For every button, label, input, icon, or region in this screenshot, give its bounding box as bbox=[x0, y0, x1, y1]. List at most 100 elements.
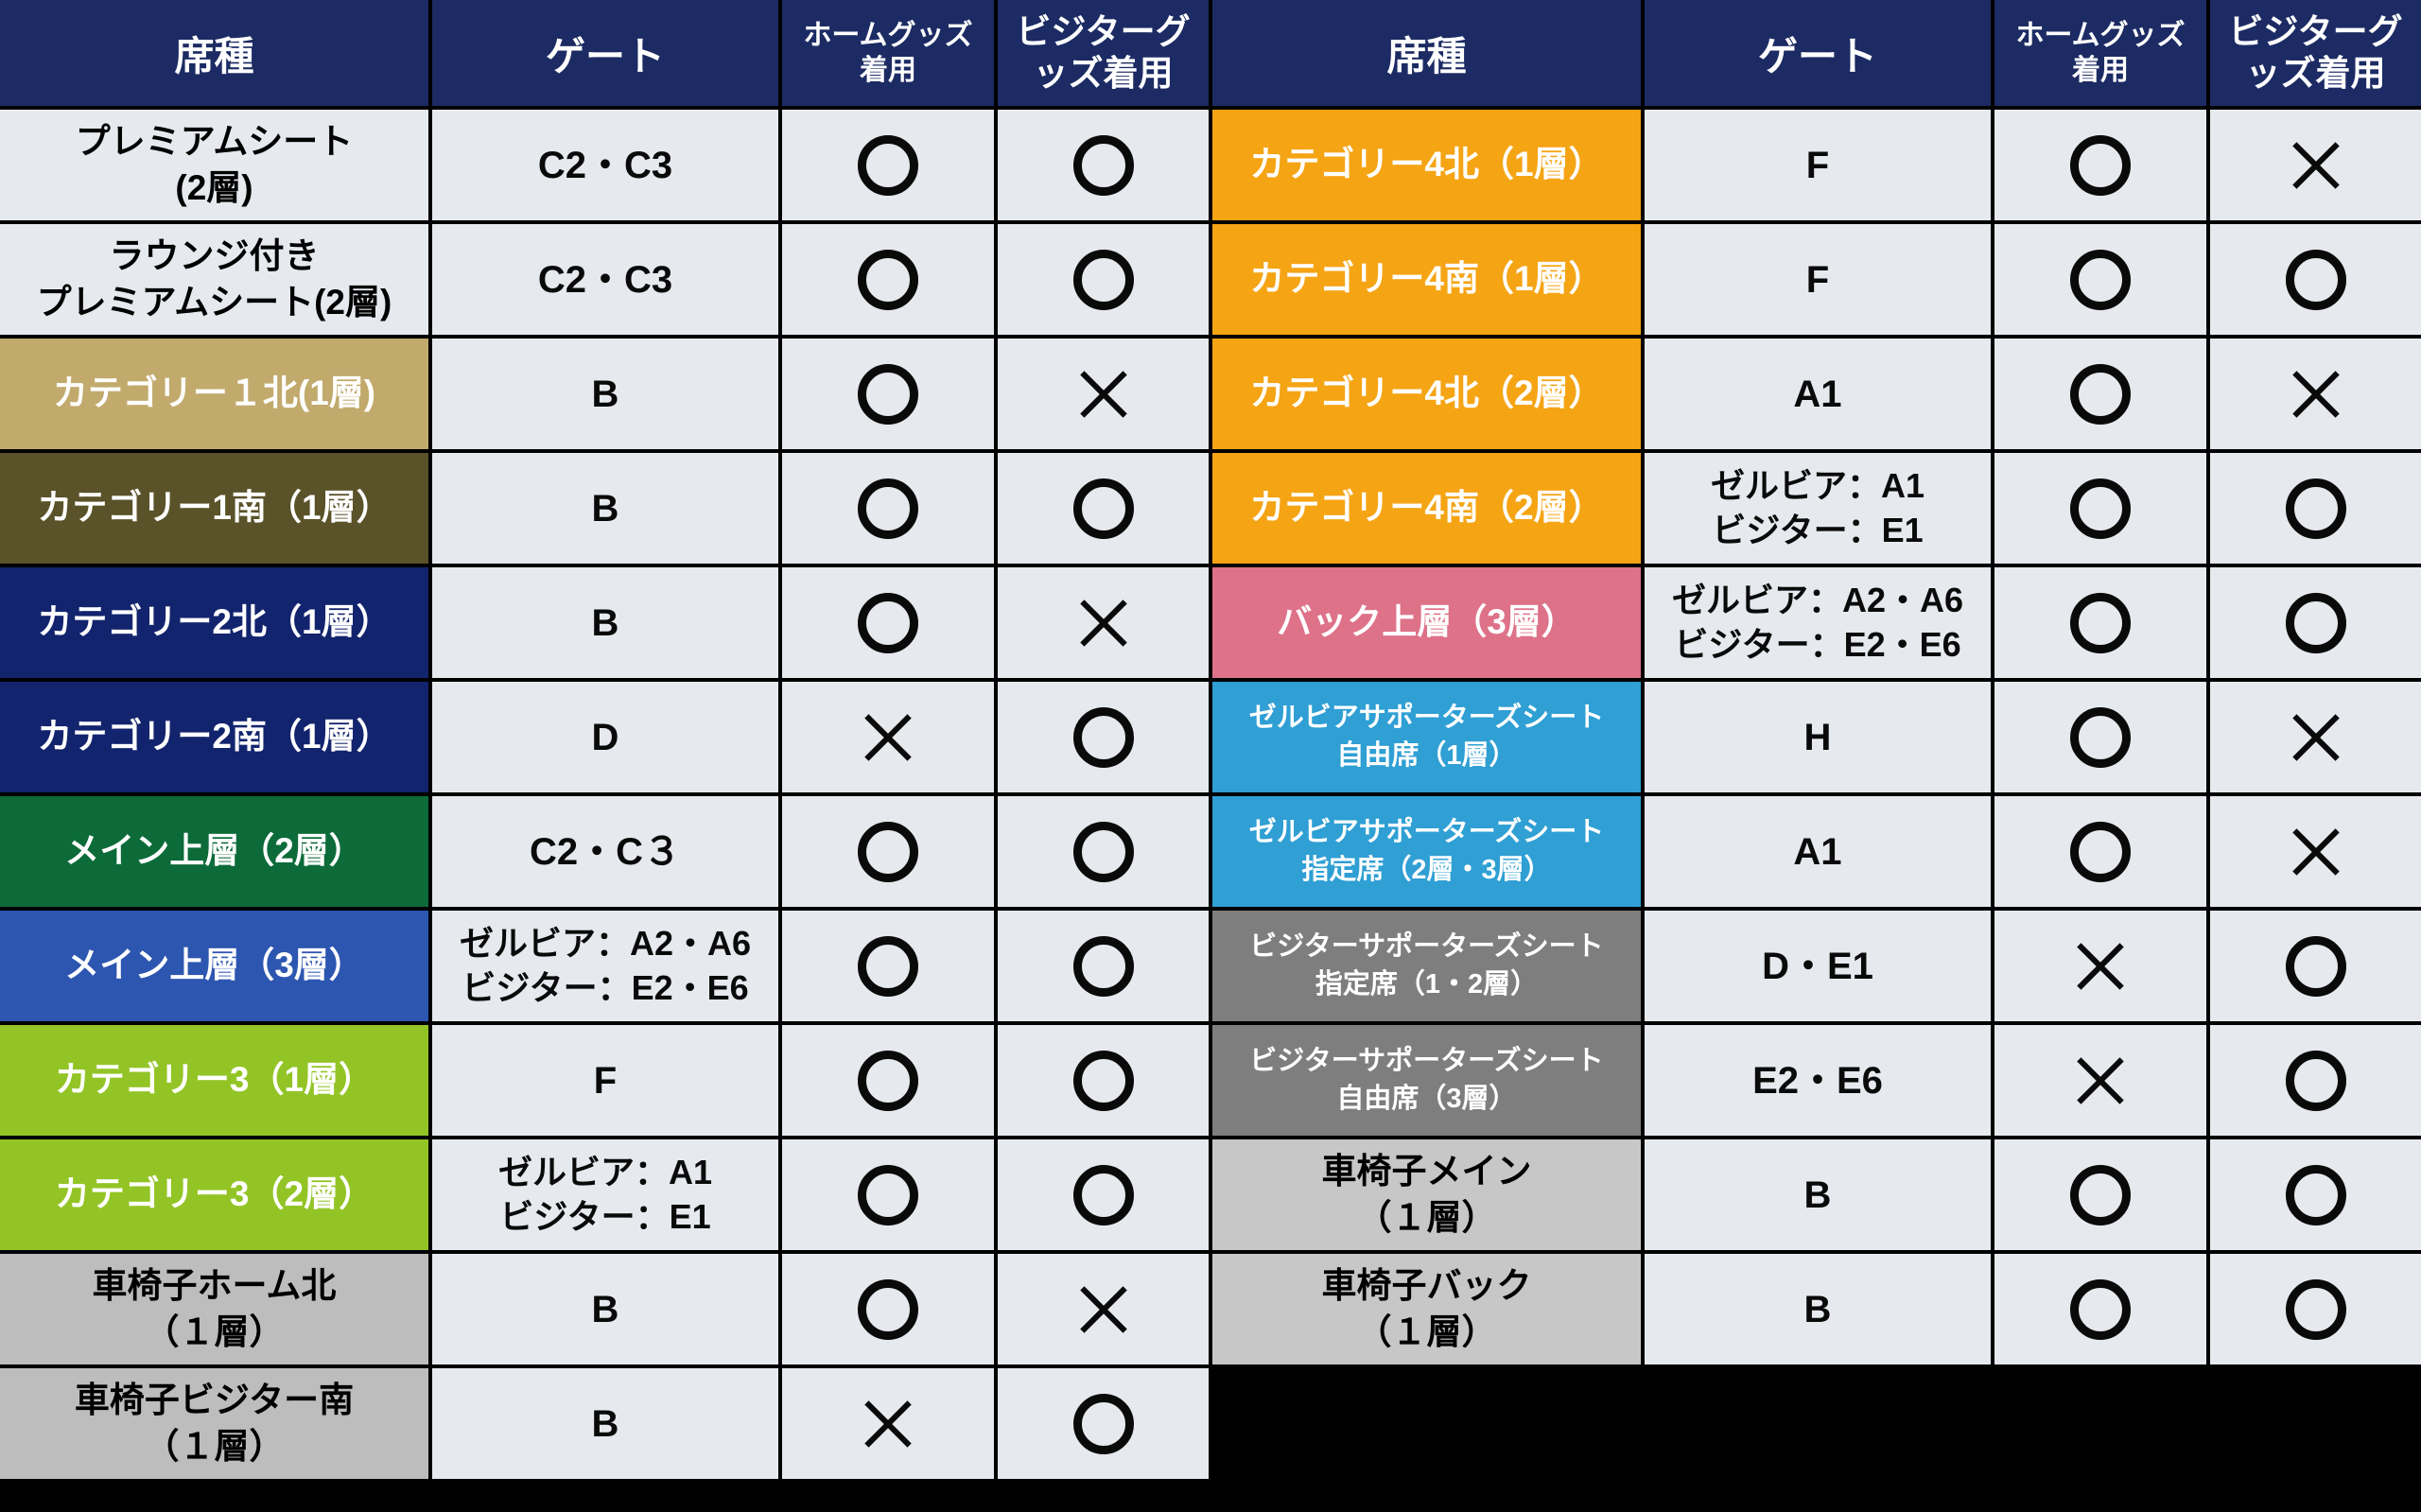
seat-cell: カテゴリー2北（1層） bbox=[0, 567, 428, 678]
seat-cell: カテゴリー4北（2層） bbox=[1212, 339, 1641, 449]
text-line: B bbox=[591, 487, 619, 530]
home-goods-mark-cell bbox=[782, 682, 994, 792]
seat-cell: カテゴリー3（1層） bbox=[0, 1025, 428, 1136]
text-line: ビジター：E1 bbox=[1712, 510, 1924, 549]
home-goods-mark-cell bbox=[782, 567, 994, 678]
visitor-goods-mark-cell bbox=[998, 110, 1209, 220]
seating-table-left: 席種 ゲート ホームグッズ 着用 ビジターグ ッズ着用 プレミアムシート (2層) C2・C3 ラ… bbox=[0, 0, 1209, 1479]
text-line: B bbox=[591, 373, 619, 415]
home-goods-mark-cell bbox=[782, 796, 994, 907]
circle-mark bbox=[1072, 478, 1134, 539]
seat-cell: カテゴリー2南（1層） bbox=[0, 682, 428, 792]
gate-cell: E2・E6 bbox=[1645, 1025, 1991, 1136]
home-goods-mark-cell bbox=[1994, 567, 2206, 678]
text-line: ビジターサポーターズシート bbox=[1249, 931, 1604, 963]
text-line: F bbox=[593, 1059, 618, 1102]
circle-mark bbox=[1072, 134, 1134, 196]
circle-mark bbox=[2070, 363, 2131, 425]
text-line: 車椅子バック bbox=[1321, 1266, 1532, 1306]
text-line: B bbox=[591, 1402, 619, 1445]
text-line: ゼルビア：A2・A6 bbox=[459, 923, 752, 963]
text-line: 車椅子ビジター南 bbox=[74, 1381, 355, 1420]
visitor-goods-mark-cell bbox=[998, 567, 1209, 678]
text-line: F bbox=[1805, 144, 1830, 186]
header-home-goods: ホームグッズ 着用 bbox=[782, 0, 994, 106]
text-line: プレミアムシート bbox=[75, 122, 354, 162]
text-line: ゼルビア：A1 bbox=[497, 1152, 713, 1191]
circle-mark bbox=[2285, 1278, 2346, 1340]
text-line: カテゴリー4北（1層） bbox=[1249, 145, 1604, 184]
cross-mark bbox=[2290, 368, 2343, 421]
home-goods-mark-cell bbox=[782, 110, 994, 220]
home-goods-mark-cell bbox=[1994, 1139, 2206, 1250]
circle-mark bbox=[858, 1164, 918, 1225]
text-line: カテゴリー3（1層） bbox=[54, 1060, 374, 1100]
circle-mark bbox=[2285, 592, 2346, 653]
text-line: 車椅子メイン bbox=[1321, 1152, 1532, 1191]
gate-cell: F bbox=[1645, 110, 1991, 220]
text-line: カテゴリー4南（1層） bbox=[1249, 259, 1604, 299]
seat-cell: カテゴリー3（2層） bbox=[0, 1139, 428, 1250]
circle-mark bbox=[1072, 249, 1134, 310]
home-goods-mark-cell bbox=[1994, 224, 2206, 335]
circle-mark bbox=[2285, 478, 2346, 539]
gate-cell: B bbox=[432, 1368, 778, 1479]
circle-mark bbox=[2285, 935, 2346, 997]
text-line: ッズ着用 bbox=[1033, 54, 1174, 93]
circle-mark bbox=[858, 249, 918, 310]
circle-mark bbox=[2285, 1050, 2346, 1111]
text-line: プレミアムシート(2層) bbox=[36, 282, 392, 322]
text-line: ラウンジ付き bbox=[109, 236, 320, 276]
text-line: ビジター：E1 bbox=[499, 1196, 711, 1236]
cross-mark bbox=[862, 711, 914, 764]
visitor-goods-mark-cell bbox=[2210, 1025, 2421, 1136]
seat-cell: カテゴリー１北(1層) bbox=[0, 339, 428, 449]
header-visitor-goods: ビジターグ ッズ着用 bbox=[2210, 0, 2421, 106]
text-line: （１層） bbox=[1356, 1197, 1497, 1237]
circle-mark bbox=[858, 1050, 918, 1111]
text-line: カテゴリー3（2層） bbox=[54, 1174, 374, 1214]
text-line: ホームグッズ bbox=[2015, 19, 2186, 51]
cross-mark bbox=[2074, 1054, 2127, 1107]
circle-mark bbox=[2070, 821, 2131, 882]
text-line: D・E1 bbox=[1762, 945, 1873, 987]
seat-cell: ビジターサポーターズシート 指定席（1・2層） bbox=[1212, 911, 1641, 1021]
circle-mark bbox=[858, 478, 918, 539]
circle-mark bbox=[1072, 706, 1134, 768]
gate-cell: ゼルビア：A2・A6 ビジター：E2・E6 bbox=[432, 911, 778, 1021]
circle-mark bbox=[2070, 134, 2131, 196]
seat-cell: カテゴリー1南（1層） bbox=[0, 453, 428, 564]
text-line: 指定席（1・2層） bbox=[1315, 968, 1539, 999]
text-line: H bbox=[1803, 716, 1832, 758]
circle-mark bbox=[858, 363, 918, 425]
text-line: B bbox=[591, 1288, 619, 1330]
circle-mark bbox=[858, 821, 918, 882]
text-line: バック上層（3層） bbox=[1277, 602, 1576, 642]
text-line: B bbox=[591, 601, 619, 644]
home-goods-mark-cell bbox=[782, 1139, 994, 1250]
visitor-goods-mark-cell bbox=[2210, 1139, 2421, 1250]
header-gate: ゲート bbox=[432, 0, 778, 106]
visitor-goods-mark-cell bbox=[998, 453, 1209, 564]
circle-mark bbox=[1072, 1393, 1134, 1454]
seat-cell: カテゴリー4南（1層） bbox=[1212, 224, 1641, 335]
home-goods-mark-cell bbox=[1994, 911, 2206, 1021]
text-line: B bbox=[1803, 1288, 1832, 1330]
seat-cell: ラウンジ付きプレミアムシート(2層) bbox=[0, 224, 428, 335]
visitor-goods-mark-cell bbox=[998, 911, 1209, 1021]
text-line: カテゴリー2南（1層） bbox=[37, 717, 392, 756]
text-line: A1 bbox=[1793, 373, 1842, 415]
gate-cell: D・E1 bbox=[1645, 911, 1991, 1021]
text-line: カテゴリー1南（1層） bbox=[37, 488, 392, 528]
header-visitor-goods: ビジターグ ッズ着用 bbox=[998, 0, 1209, 106]
visitor-goods-mark-cell bbox=[2210, 911, 2421, 1021]
home-goods-mark-cell bbox=[782, 453, 994, 564]
gate-cell: B bbox=[432, 453, 778, 564]
home-goods-mark-cell bbox=[782, 1254, 994, 1364]
circle-mark bbox=[858, 134, 918, 196]
text-line: メイン上層（2層） bbox=[64, 831, 364, 871]
visitor-goods-mark-cell bbox=[2210, 567, 2421, 678]
text-line: 車椅子ホーム北 bbox=[92, 1266, 337, 1306]
circle-mark bbox=[2070, 1164, 2131, 1225]
seat-cell: ゼルビアサポーターズシート 指定席（2層・3層） bbox=[1212, 796, 1641, 907]
